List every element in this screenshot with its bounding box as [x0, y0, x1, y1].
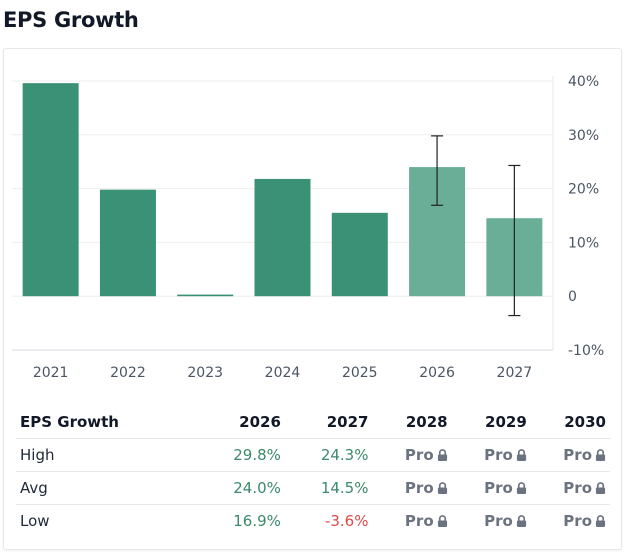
lock-icon [437, 447, 448, 461]
estimate-value: 24.3% [284, 438, 373, 472]
y-tick-label: 10% [568, 235, 599, 251]
table-row-avg: Avg 24.0% 14.5% Pro Pro Pro [16, 471, 610, 505]
table-row-high: High 29.8% 24.3% Pro Pro Pro [16, 438, 610, 472]
table-row-low: Low 16.9% -3.6% Pro Pro Pro [16, 505, 610, 538]
bar-2025 [331, 212, 388, 297]
bar-2021 [22, 83, 79, 297]
pro-label: Pro [404, 512, 434, 530]
section-title: EPS Growth [3, 8, 139, 32]
pro-upgrade-link[interactable]: Pro [530, 471, 610, 505]
estimate-value: -3.6% [324, 512, 369, 530]
pro-label: Pro [484, 446, 513, 464]
lock-icon [437, 480, 448, 494]
pro-upgrade-link[interactable]: Pro [372, 438, 452, 472]
table-header-year: 2026 [197, 406, 285, 439]
table-header-year: 2027 [284, 406, 373, 439]
eps-growth-chart: 40% 30% 20% 10% 0 -10% 2021 2022 2023 2024 2025 202… [12, 74, 604, 381]
y-tick-label: 0 [568, 289, 577, 305]
pro-label: Pro [484, 512, 513, 530]
y-tick-label: -10% [568, 343, 604, 359]
row-label: Avg [16, 471, 198, 505]
estimate-value: 29.8% [197, 438, 285, 472]
table-header-year: 2028 [372, 406, 452, 439]
pro-label: Pro [484, 479, 513, 497]
table-header-label: EPS Growth [16, 406, 198, 439]
lock-icon [437, 513, 448, 527]
pro-upgrade-link[interactable]: Pro [451, 438, 531, 472]
estimate-value: 16.9% [233, 512, 281, 530]
table-header-year: 2029 [451, 406, 531, 439]
pro-label: Pro [404, 446, 434, 464]
table-header-row: EPS Growth 2026 2027 2028 2029 2030 [16, 406, 610, 439]
pro-upgrade-link[interactable]: Pro [451, 471, 531, 505]
pro-label: Pro [563, 512, 592, 530]
x-tick-label: 2026 [419, 365, 455, 381]
y-tick-label: 40% [568, 74, 599, 90]
table-header-year: 2030 [530, 406, 610, 439]
estimate-value: 24.0% [197, 471, 285, 505]
lock-icon [516, 480, 527, 494]
pro-label: Pro [563, 446, 592, 464]
pro-upgrade-link[interactable]: Pro [452, 505, 531, 538]
x-tick-label: 2021 [33, 365, 69, 381]
y-tick-label: 30% [568, 128, 599, 144]
eps-estimates-table: EPS Growth 2026 2027 2028 2029 2030 High… [16, 406, 610, 537]
pro-upgrade-link[interactable]: Pro [372, 471, 452, 505]
lock-icon [595, 447, 606, 461]
x-tick-label: 2022 [110, 365, 146, 381]
lock-icon [516, 447, 527, 461]
lock-icon [516, 513, 527, 527]
estimate-value: 14.5% [284, 471, 373, 505]
lock-icon [595, 480, 606, 494]
pro-upgrade-link[interactable]: Pro [372, 505, 451, 538]
x-tick-label: 2024 [265, 365, 301, 381]
pro-label: Pro [404, 479, 434, 497]
pro-upgrade-link[interactable]: Pro [530, 438, 610, 472]
row-label: Low [20, 512, 50, 530]
x-tick-label: 2027 [497, 365, 533, 381]
pro-label: Pro [563, 479, 592, 497]
bar-2024 [254, 178, 311, 297]
bar-2023 [177, 294, 234, 297]
bar-2022 [99, 189, 156, 297]
row-label: High [16, 438, 198, 472]
y-tick-label: 20% [568, 182, 599, 198]
lock-icon [595, 513, 606, 527]
pro-upgrade-link[interactable]: Pro [531, 505, 610, 538]
x-tick-label: 2025 [342, 365, 378, 381]
x-tick-label: 2023 [187, 365, 223, 381]
